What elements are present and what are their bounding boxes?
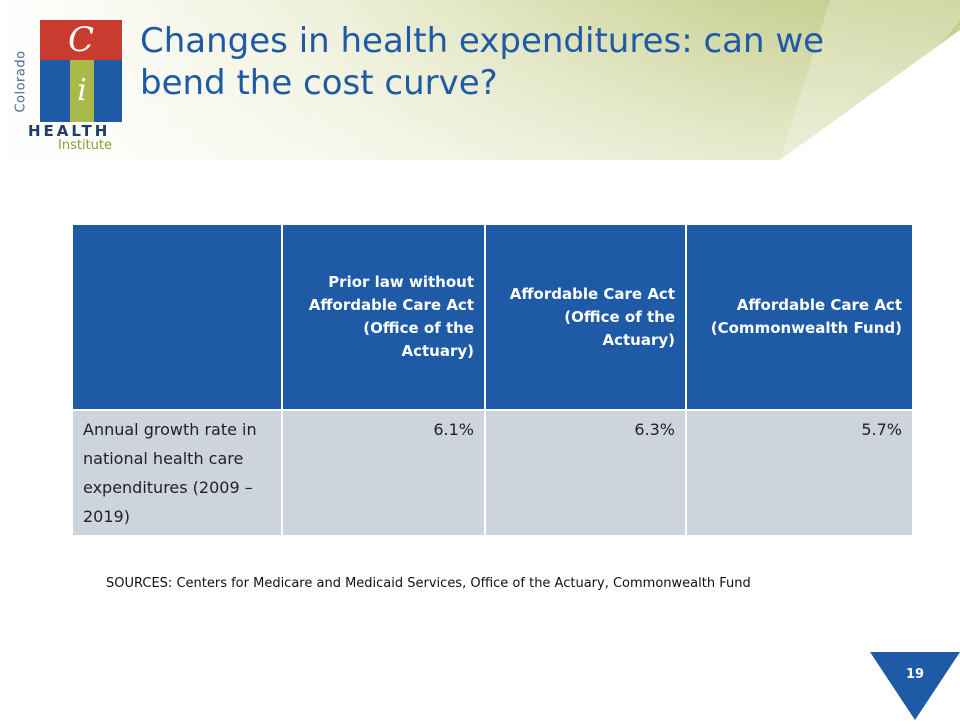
logo-colorado-text: Colorado (13, 50, 29, 113)
logo-letter-i: i (70, 60, 94, 122)
table-header-row: Prior law without Affordable Care Act (O… (71, 223, 914, 411)
logo-institute-text: Institute (58, 138, 112, 153)
header-cell-aca-commonwealth: Affordable Care Act (Commonwealth Fund) (685, 223, 914, 411)
value-aca-commonwealth: 5.7% (685, 409, 914, 537)
sources-note: SOURCES: Centers for Medicare and Medica… (106, 576, 751, 591)
header-background (0, 0, 960, 160)
expenditure-table: Prior law without Affordable Care Act (O… (71, 223, 914, 537)
table-row: Annual growth rate in national health ca… (71, 409, 914, 537)
header-cell-empty (71, 223, 283, 411)
colorado-health-institute-logo: Colorado C i HEALTH Institute (6, 14, 124, 154)
page-number: 19 (905, 667, 925, 682)
page-number-triangle (870, 652, 960, 720)
logo-blue-block-right (94, 60, 122, 122)
slide-title: Changes in health expenditures: can we b… (140, 21, 825, 103)
page-number-badge: 19 (870, 652, 960, 720)
logo-letter-c: C (40, 20, 122, 60)
row-label: Annual growth rate in national health ca… (71, 409, 283, 537)
logo-health-text: HEALTH (28, 122, 111, 140)
header-cell-prior-law: Prior law without Affordable Care Act (O… (281, 223, 486, 411)
value-aca-actuary: 6.3% (484, 409, 687, 537)
header-cell-aca-actuary: Affordable Care Act (Office of the Actua… (484, 223, 687, 411)
value-prior-law: 6.1% (281, 409, 486, 537)
logo-blue-block-left (40, 60, 70, 122)
